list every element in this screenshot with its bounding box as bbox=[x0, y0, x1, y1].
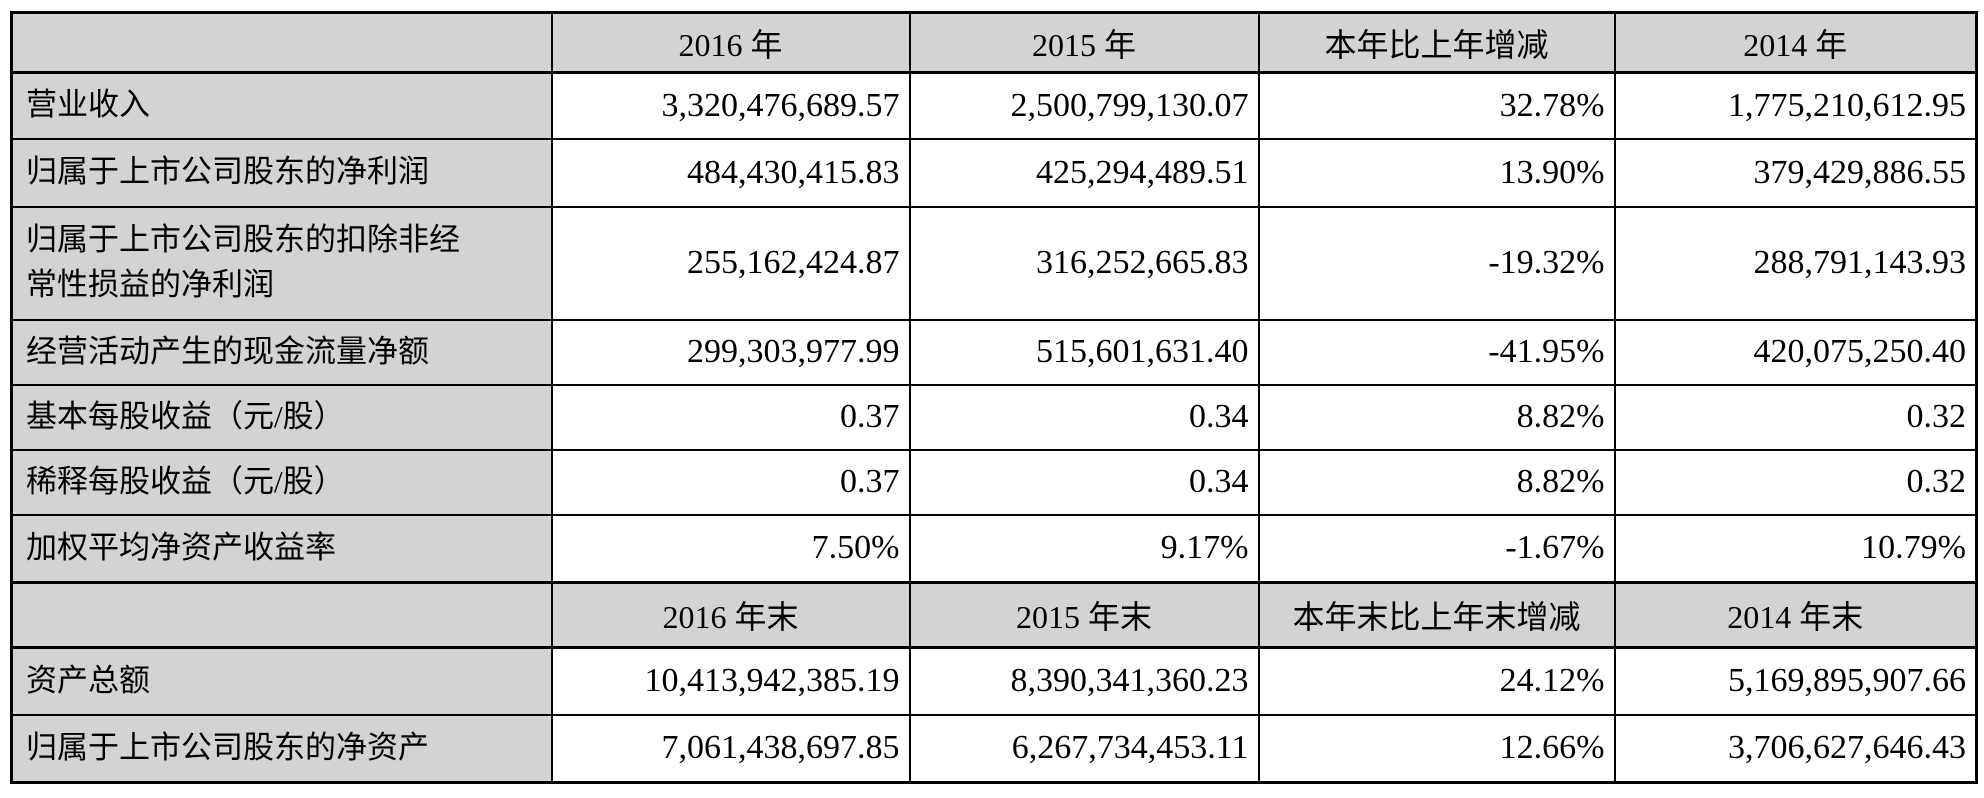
blank-corner-cell bbox=[10, 11, 553, 74]
col-header-2016-year-end: 2016 年末 bbox=[550, 581, 911, 649]
value-2015: 2,500,799,130.07 bbox=[908, 71, 1260, 140]
value-2016: 299,303,977.99 bbox=[550, 318, 911, 386]
value-2015: 0.34 bbox=[908, 448, 1260, 516]
row-label: 营业收入 bbox=[10, 71, 553, 140]
value-2014: 10.79% bbox=[1613, 513, 1978, 584]
col-header-2016: 2016 年 bbox=[550, 11, 911, 74]
value-change: 8.82% bbox=[1257, 448, 1616, 516]
col-header-2014: 2014 年 bbox=[1613, 11, 1978, 74]
value-2015: 0.34 bbox=[908, 383, 1260, 451]
table-row-operating-cash-flow: 经营活动产生的现金流量净额 299,303,977.99 515,601,631… bbox=[10, 318, 1978, 386]
value-2014: 288,791,143.93 bbox=[1613, 205, 1978, 321]
value-2014: 3,706,627,646.43 bbox=[1613, 713, 1978, 784]
value-2014: 0.32 bbox=[1613, 383, 1978, 451]
value-change: -1.67% bbox=[1257, 513, 1616, 584]
blank-corner-cell bbox=[10, 581, 553, 649]
value-2016: 3,320,476,689.57 bbox=[550, 71, 911, 140]
financial-summary-table: 2016 年 2015 年 本年比上年增减 2014 年 营业收入 3,320,… bbox=[10, 11, 1978, 784]
annual-header-row: 2016 年 2015 年 本年比上年增减 2014 年 bbox=[10, 11, 1978, 74]
row-label: 归属于上市公司股东的扣除非经 常性损益的净利润 bbox=[10, 205, 553, 321]
value-change: 12.66% bbox=[1257, 713, 1616, 784]
value-2015: 316,252,665.83 bbox=[908, 205, 1260, 321]
table-row-net-assets-attributable: 归属于上市公司股东的净资产 7,061,438,697.85 6,267,734… bbox=[10, 713, 1978, 784]
value-2016: 7.50% bbox=[550, 513, 911, 584]
value-change: 32.78% bbox=[1257, 71, 1616, 140]
value-2015: 6,267,734,453.11 bbox=[908, 713, 1260, 784]
value-2016: 7,061,438,697.85 bbox=[550, 713, 911, 784]
value-2016: 255,162,424.87 bbox=[550, 205, 911, 321]
value-2016: 0.37 bbox=[550, 383, 911, 451]
row-label: 归属于上市公司股东的净利润 bbox=[10, 137, 553, 208]
col-header-2014-year-end: 2014 年末 bbox=[1613, 581, 1978, 649]
col-header-2015-year-end: 2015 年末 bbox=[908, 581, 1260, 649]
value-change: -19.32% bbox=[1257, 205, 1616, 321]
col-header-year-end-change: 本年末比上年末增减 bbox=[1257, 581, 1616, 649]
row-label: 加权平均净资产收益率 bbox=[10, 513, 553, 584]
table-row-diluted-eps: 稀释每股收益（元/股） 0.37 0.34 8.82% 0.32 bbox=[10, 448, 1978, 516]
value-change: -41.95% bbox=[1257, 318, 1616, 386]
row-label: 基本每股收益（元/股） bbox=[10, 383, 553, 451]
value-2015: 8,390,341,360.23 bbox=[908, 646, 1260, 716]
value-2014: 379,429,886.55 bbox=[1613, 137, 1978, 208]
value-change: 24.12% bbox=[1257, 646, 1616, 716]
table-row-total-assets: 资产总额 10,413,942,385.19 8,390,341,360.23 … bbox=[10, 646, 1978, 716]
table-row-basic-eps: 基本每股收益（元/股） 0.37 0.34 8.82% 0.32 bbox=[10, 383, 1978, 451]
row-label: 经营活动产生的现金流量净额 bbox=[10, 318, 553, 386]
value-2016: 0.37 bbox=[550, 448, 911, 516]
row-label: 归属于上市公司股东的净资产 bbox=[10, 713, 553, 784]
row-label: 资产总额 bbox=[10, 646, 553, 716]
value-2014: 420,075,250.40 bbox=[1613, 318, 1978, 386]
value-change: 8.82% bbox=[1257, 383, 1616, 451]
col-header-yoy-change: 本年比上年增减 bbox=[1257, 11, 1616, 74]
value-2016: 10,413,942,385.19 bbox=[550, 646, 911, 716]
value-2016: 484,430,415.83 bbox=[550, 137, 911, 208]
value-2014: 5,169,895,907.66 bbox=[1613, 646, 1978, 716]
value-change: 13.90% bbox=[1257, 137, 1616, 208]
value-2014: 0.32 bbox=[1613, 448, 1978, 516]
table-row-net-profit-excl-nonrecurring: 归属于上市公司股东的扣除非经 常性损益的净利润 255,162,424.87 3… bbox=[10, 205, 1978, 321]
value-2015: 425,294,489.51 bbox=[908, 137, 1260, 208]
year-end-header-row: 2016 年末 2015 年末 本年末比上年末增减 2014 年末 bbox=[10, 581, 1978, 649]
value-2015: 515,601,631.40 bbox=[908, 318, 1260, 386]
table-row-weighted-avg-roe: 加权平均净资产收益率 7.50% 9.17% -1.67% 10.79% bbox=[10, 513, 1978, 584]
table-row-net-profit-attributable: 归属于上市公司股东的净利润 484,430,415.83 425,294,489… bbox=[10, 137, 1978, 208]
col-header-2015: 2015 年 bbox=[908, 11, 1260, 74]
value-2015: 9.17% bbox=[908, 513, 1260, 584]
row-label: 稀释每股收益（元/股） bbox=[10, 448, 553, 516]
value-2014: 1,775,210,612.95 bbox=[1613, 71, 1978, 140]
table-row-operating-revenue: 营业收入 3,320,476,689.57 2,500,799,130.07 3… bbox=[10, 71, 1978, 140]
